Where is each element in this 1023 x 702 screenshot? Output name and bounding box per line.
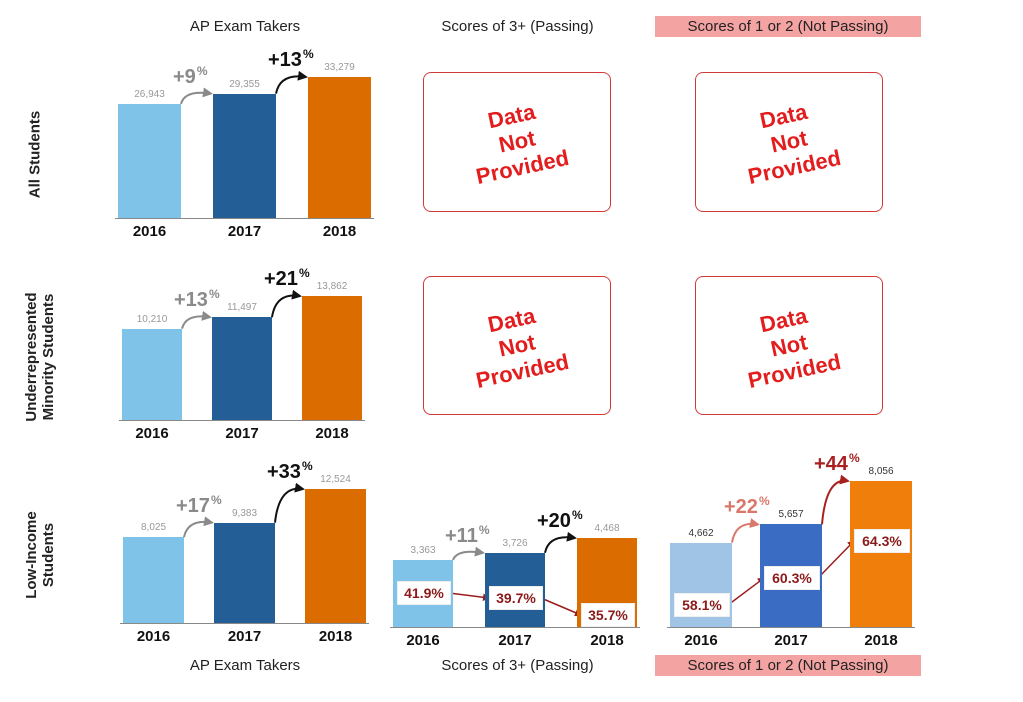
header-not-passing: Scores of 1 or 2 (Not Passing) xyxy=(655,16,921,37)
year-label: 2016 xyxy=(406,632,440,649)
value-label: 4,662 xyxy=(688,527,714,539)
not-provided-all-not-passing: Data Not Provided xyxy=(695,72,883,212)
share-trend-arrow xyxy=(540,597,583,617)
year-label: 2017 xyxy=(227,223,262,240)
bar-2018 xyxy=(305,489,366,623)
growth-arrow xyxy=(544,531,577,554)
bar-2018 xyxy=(302,296,362,420)
share-label: 35.7% xyxy=(581,603,635,627)
share-label: 41.9% xyxy=(397,581,451,605)
bar-2018 xyxy=(850,481,912,627)
year-label: 2018 xyxy=(590,632,624,649)
value-label: 10,210 xyxy=(136,313,168,325)
share-trend-arrow xyxy=(817,539,856,579)
year-label: 2017 xyxy=(225,425,259,442)
growth-label: +9% xyxy=(173,63,208,88)
year-label: 2016 xyxy=(135,425,169,442)
year-label: 2017 xyxy=(227,628,262,645)
year-label: 2018 xyxy=(315,425,349,442)
value-label: 11,497 xyxy=(227,302,257,314)
year-label: 2018 xyxy=(322,223,357,240)
value-label: 33,279 xyxy=(324,62,355,73)
axis-line xyxy=(119,420,365,421)
value-label: 12,524 xyxy=(320,474,351,485)
value-label: 3,363 xyxy=(410,545,436,556)
not-provided-minority-passing: Data Not Provided xyxy=(423,276,611,415)
growth-label: +13% xyxy=(268,47,314,71)
value-label: 8,056 xyxy=(868,466,894,477)
value-label: 13,862 xyxy=(316,281,348,292)
not-provided-minority-not-passing: Data Not Provided xyxy=(695,276,883,415)
value-label: 8,025 xyxy=(140,522,167,534)
footer-ap-exam-takers: AP Exam Takers xyxy=(189,657,301,674)
value-label: 26,943 xyxy=(134,88,165,100)
year-label: 2016 xyxy=(136,628,171,645)
axis-line xyxy=(120,623,369,624)
growth-arrow xyxy=(821,474,850,525)
share-label: 58.1% xyxy=(674,593,730,617)
bar-2017 xyxy=(214,522,275,623)
growth-arrow xyxy=(731,518,760,543)
growth-label: +20% xyxy=(537,508,583,532)
footer-passing: Scores of 3+ (Passing) xyxy=(441,657,594,674)
not-provided-all-passing: Data Not Provided xyxy=(423,72,611,212)
growth-label: +13% xyxy=(174,287,220,312)
bar-2017 xyxy=(212,317,272,420)
share-trend-arrow xyxy=(448,592,491,601)
growth-label: +21% xyxy=(264,266,310,290)
axis-line xyxy=(115,218,374,219)
bar-2018 xyxy=(308,77,371,218)
year-label: 2016 xyxy=(684,632,718,649)
share-label: 64.3% xyxy=(854,529,910,553)
growth-label: +17% xyxy=(176,492,222,517)
growth-label: +44% xyxy=(814,451,860,475)
year-label: 2017 xyxy=(774,632,808,649)
year-label: 2018 xyxy=(864,632,898,649)
bar-2017 xyxy=(213,93,276,218)
growth-arrow xyxy=(180,87,213,105)
growth-arrow xyxy=(275,70,308,94)
header-passing: Scores of 3+ (Passing) xyxy=(441,18,594,35)
year-label: 2018 xyxy=(318,628,353,645)
value-label: 5,657 xyxy=(778,509,804,521)
growth-arrow xyxy=(183,516,214,538)
axis-line xyxy=(390,627,640,628)
value-label: 9,383 xyxy=(231,507,258,519)
year-label: 2016 xyxy=(132,223,167,240)
growth-arrow xyxy=(181,310,212,329)
share-label: 60.3% xyxy=(764,566,820,590)
growth-arrow xyxy=(452,546,485,561)
year-label: 2017 xyxy=(498,632,532,649)
share-trend-arrow xyxy=(727,577,766,606)
growth-label: +22% xyxy=(724,494,770,519)
value-label: 3,726 xyxy=(502,537,528,549)
bar-2016 xyxy=(118,103,181,218)
growth-arrow xyxy=(274,482,305,523)
growth-label: +33% xyxy=(267,459,313,483)
header-ap-exam-takers: AP Exam Takers xyxy=(189,18,301,35)
share-label: 39.7% xyxy=(489,586,543,610)
value-label: 4,468 xyxy=(594,523,620,534)
growth-arrow xyxy=(271,289,302,318)
bar-2016 xyxy=(122,328,182,420)
axis-line xyxy=(667,627,915,628)
value-label: 29,355 xyxy=(229,78,260,90)
growth-label: +11% xyxy=(445,522,490,547)
bar-2016 xyxy=(123,537,184,623)
footer-not-passing: Scores of 1 or 2 (Not Passing) xyxy=(655,655,921,676)
